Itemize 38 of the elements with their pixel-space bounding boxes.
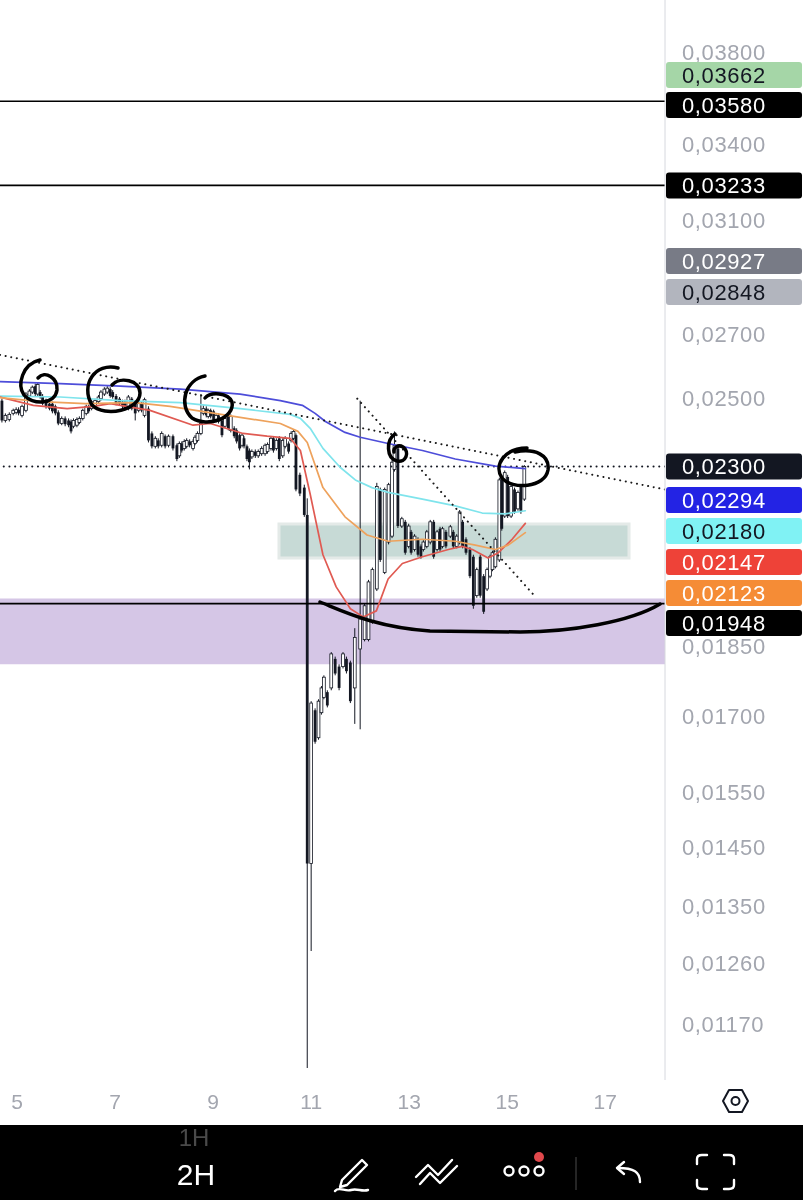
y-tick-label: 0,03400	[682, 131, 766, 157]
y-tick-label: 0,03800	[682, 39, 766, 65]
text: 0,02123	[682, 580, 766, 606]
x-tick-label: 11	[300, 1090, 323, 1113]
y-tick-label: 0,01450	[682, 835, 766, 861]
y-tick-label: 0,01170	[682, 1012, 765, 1038]
candlestick	[513, 487, 516, 515]
x-tick-label: 7	[109, 1090, 122, 1113]
x-tick-label: 5	[11, 1090, 23, 1113]
line-series	[0, 396, 527, 618]
line-series	[0, 380, 527, 470]
y-tick-label: 0,01850	[682, 634, 766, 660]
text: 1H	[178, 1124, 210, 1151]
text: 0,02848	[682, 279, 766, 305]
text: 2H	[176, 1158, 216, 1191]
ref-line-label: 0,03580	[682, 92, 766, 118]
text: 0,03662	[682, 62, 766, 88]
y-tick-label: 0,01260	[682, 951, 766, 977]
candlestick	[516, 490, 520, 512]
x-tick-label: 17	[593, 1090, 617, 1113]
line-series	[0, 395, 527, 515]
y-tick-label: 0,02700	[682, 322, 766, 348]
ref-line-label: 0,03233	[682, 173, 766, 199]
x-tick-label: 9	[207, 1090, 220, 1113]
y-tick-label: 0,01550	[682, 780, 766, 806]
x-tick-label: 13	[397, 1090, 421, 1113]
ref-line-label: 0,01948	[682, 610, 766, 636]
y-tick-label: 0,02500	[682, 385, 766, 411]
ref-line-label: 0,02300	[682, 454, 766, 480]
text: 0,02147	[682, 549, 766, 575]
line-series	[0, 396, 527, 551]
y-tick-label: 0,01700	[682, 704, 766, 729]
text: 0,02927	[682, 248, 766, 274]
y-tick-label: 0,03100	[682, 208, 766, 233]
y-tick-label: 0,01350	[682, 894, 766, 920]
text: 0,02294	[682, 487, 766, 513]
text: 0,02180	[682, 518, 766, 544]
x-tick-label: 15	[495, 1090, 519, 1113]
